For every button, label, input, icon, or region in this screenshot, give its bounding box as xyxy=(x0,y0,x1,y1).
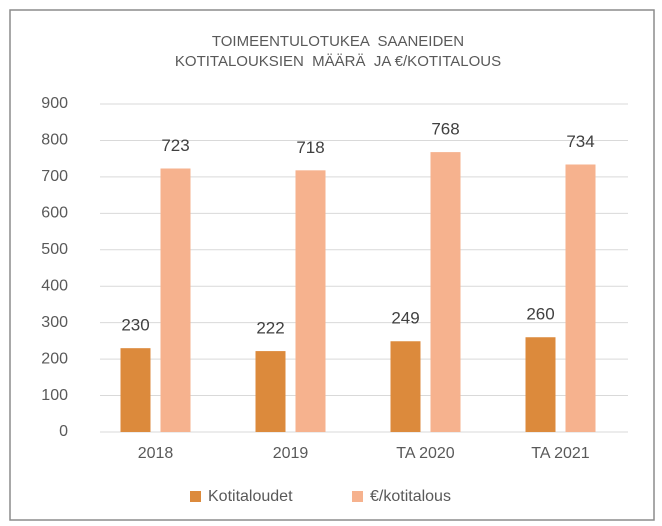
bar xyxy=(295,170,326,432)
x-tick-label: TA 2021 xyxy=(531,445,590,462)
legend-label: €/kotitalous xyxy=(370,488,451,505)
bar xyxy=(430,152,461,432)
bar xyxy=(525,337,556,432)
x-tick-label: TA 2020 xyxy=(396,445,455,462)
y-tick-label: 0 xyxy=(59,423,68,440)
y-tick-label: 900 xyxy=(41,95,68,112)
bar xyxy=(160,168,191,433)
chart-title: TOIMEENTULOTUKEA SAANEIDEN xyxy=(212,33,464,50)
bar xyxy=(565,164,596,432)
y-tick-label: 500 xyxy=(41,241,68,258)
x-tick-label: 2018 xyxy=(138,445,174,462)
data-label: 230 xyxy=(121,316,149,335)
legend-swatch xyxy=(352,491,363,502)
y-tick-label: 800 xyxy=(41,132,68,149)
y-tick-label: 700 xyxy=(41,168,68,185)
bar xyxy=(255,351,286,432)
data-label: 734 xyxy=(566,132,594,151)
y-tick-label: 100 xyxy=(41,387,68,404)
bar xyxy=(120,348,151,432)
y-tick-label: 200 xyxy=(41,350,68,367)
bar xyxy=(390,341,421,432)
legend-label: Kotitaloudet xyxy=(208,488,293,505)
data-label: 723 xyxy=(161,136,189,155)
chart-frame xyxy=(9,9,655,521)
data-label: 768 xyxy=(431,120,459,139)
y-tick-label: 300 xyxy=(41,314,68,331)
data-label: 249 xyxy=(391,309,419,328)
data-label: 222 xyxy=(256,319,284,338)
legend-swatch xyxy=(190,491,201,502)
x-tick-label: 2019 xyxy=(273,445,309,462)
y-tick-label: 400 xyxy=(41,277,68,294)
data-label: 260 xyxy=(526,305,554,324)
data-label: 718 xyxy=(296,138,324,157)
y-tick-label: 600 xyxy=(41,205,68,222)
chart-title: KOTITALOUKSIEN MÄÄRÄ JA €/KOTITALOUS xyxy=(175,53,501,70)
